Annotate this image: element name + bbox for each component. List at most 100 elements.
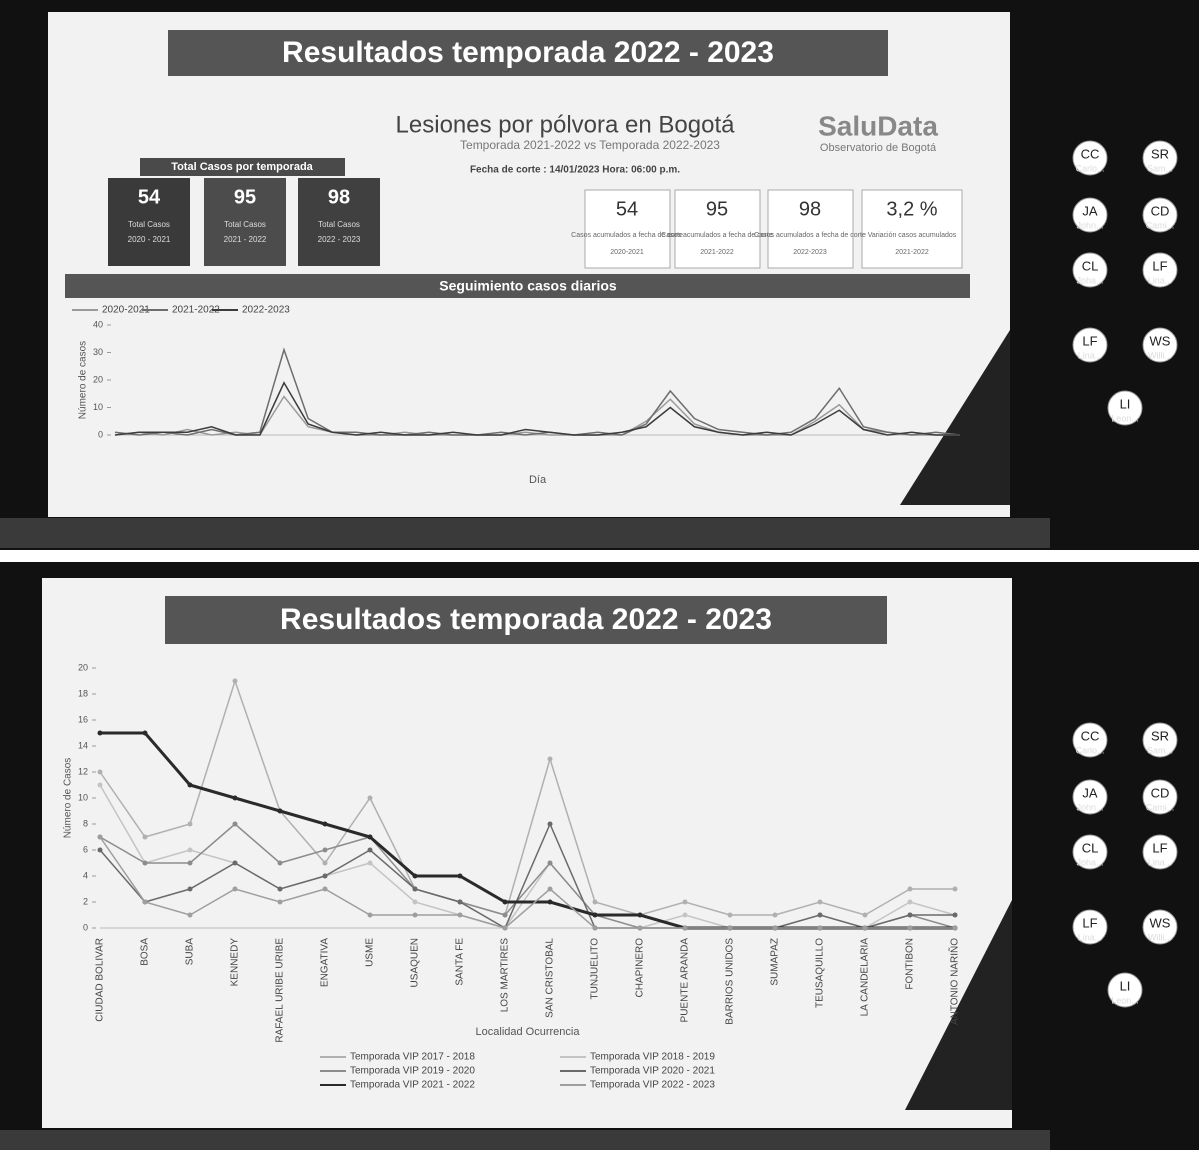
y-tick-label: 30: [93, 347, 103, 357]
data-point: [683, 900, 688, 905]
legend-label: Temporada VIP 2021 - 2022: [350, 1080, 475, 1091]
data-point: [188, 913, 193, 918]
data-point: [773, 926, 778, 931]
participant-initials: JA: [1082, 203, 1098, 218]
x-tick-label: SUBA: [185, 938, 196, 966]
participant-initials: JA: [1082, 785, 1098, 800]
participant-name: Sam...: [1147, 163, 1173, 173]
data-point: [323, 861, 328, 866]
data-point: [233, 861, 238, 866]
x-tick-label: USAQUEN: [410, 938, 421, 987]
participant-name: Joha...: [1076, 275, 1103, 285]
x-axis-title: Día: [529, 474, 547, 486]
dashboard-title: Lesiones por pólvora en Bogotá: [396, 111, 736, 138]
x-tick-label: USME: [365, 938, 376, 967]
banner-title: Resultados temporada 2022 - 2023: [282, 36, 774, 69]
y-tick-label: 12: [78, 766, 88, 776]
x-tick-label: KENNEDY: [230, 938, 241, 987]
x-tick-label: LA CANDELARIA: [860, 938, 871, 1017]
data-point: [908, 926, 913, 931]
kpi-season: 2022-2023: [793, 249, 827, 256]
data-point: [953, 926, 958, 931]
data-point: [368, 913, 373, 918]
data-point: [413, 874, 418, 879]
data-point: [368, 848, 373, 853]
data-point: [818, 926, 823, 931]
kpi-season: 2021-2022: [700, 249, 734, 256]
data-point: [323, 848, 328, 853]
data-point: [413, 900, 418, 905]
data-point: [638, 913, 643, 918]
data-point: [863, 913, 868, 918]
y-tick-label: 6: [83, 844, 88, 854]
data-point: [458, 913, 463, 918]
y-tick-label: 0: [83, 922, 88, 932]
data-point: [188, 822, 193, 827]
data-point: [278, 900, 283, 905]
data-point: [98, 731, 103, 736]
x-tick-label: LOS MARTIRES: [500, 938, 511, 1013]
y-tick-label: 40: [93, 319, 103, 329]
brand-subtitle: Observatorio de Bogotá: [820, 142, 937, 154]
data-point: [143, 861, 148, 866]
data-point: [908, 887, 913, 892]
x-tick-label: CHAPINERO: [635, 938, 646, 998]
data-point: [98, 770, 103, 775]
totals-title: Total Casos por temporada: [171, 161, 313, 173]
legend-label: Temporada VIP 2019 - 2020: [350, 1066, 475, 1077]
y-tick-label: 0: [98, 429, 103, 439]
total-label: Total Casos: [224, 220, 266, 229]
kpi-value: 95: [706, 198, 728, 220]
data-point: [953, 887, 958, 892]
data-point: [188, 848, 193, 853]
data-point: [593, 913, 598, 918]
total-value: 98: [328, 186, 350, 208]
data-point: [368, 861, 373, 866]
x-axis-title: Localidad Ocurrencia: [476, 1026, 581, 1038]
participant-initials: CL: [1082, 840, 1099, 855]
kpi-value: 54: [616, 198, 638, 220]
participant-name: Willi...: [1148, 932, 1172, 942]
data-point: [773, 913, 778, 918]
x-tick-label: ENGATIVA: [320, 938, 331, 987]
participant-initials: LF: [1152, 840, 1167, 855]
x-tick-label: FONTIBON: [905, 938, 916, 990]
data-point: [413, 887, 418, 892]
y-tick-label: 20: [78, 662, 88, 672]
x-tick-label: TUNJUELITO: [590, 938, 601, 1000]
x-tick-label: CIUDAD BOLIVAR: [95, 938, 106, 1022]
data-point: [548, 861, 553, 866]
legend-label: Temporada VIP 2020 - 2021: [590, 1066, 715, 1077]
data-point: [278, 809, 283, 814]
participant-initials: LF: [1082, 915, 1097, 930]
data-point: [323, 822, 328, 827]
data-point: [143, 835, 148, 840]
y-tick-label: 10: [93, 402, 103, 412]
kpi-label: Casos acumulados a fecha de corte: [754, 232, 866, 239]
data-point: [278, 887, 283, 892]
data-point: [143, 731, 148, 736]
data-point: [98, 848, 103, 853]
x-tick-label: BARRIOS UNIDOS: [725, 938, 736, 1025]
data-point: [458, 874, 463, 879]
participant-name: Carlo...: [1075, 745, 1104, 755]
x-tick-label: ANTONIO NARIÑO: [948, 938, 961, 1025]
data-point: [413, 913, 418, 918]
banner-title: Resultados temporada 2022 - 2023: [280, 603, 772, 636]
participant-initials: LF: [1152, 258, 1167, 273]
y-tick-label: 14: [78, 740, 88, 750]
total-label: Total Casos: [318, 220, 360, 229]
participant-name: Leon...: [1111, 995, 1139, 1005]
x-tick-label: BOSA: [140, 938, 151, 966]
total-season: 2020 - 2021: [128, 235, 171, 244]
participant-initials: CD: [1151, 203, 1170, 218]
data-point: [143, 900, 148, 905]
total-label: Total Casos: [128, 220, 170, 229]
data-point: [863, 926, 868, 931]
participant-initials: SR: [1151, 728, 1169, 743]
participant-name: Lina...: [1148, 857, 1173, 867]
data-point: [908, 900, 913, 905]
data-point: [548, 887, 553, 892]
taskbar: [0, 1130, 1050, 1150]
participant-name: Lina...: [1078, 932, 1103, 942]
